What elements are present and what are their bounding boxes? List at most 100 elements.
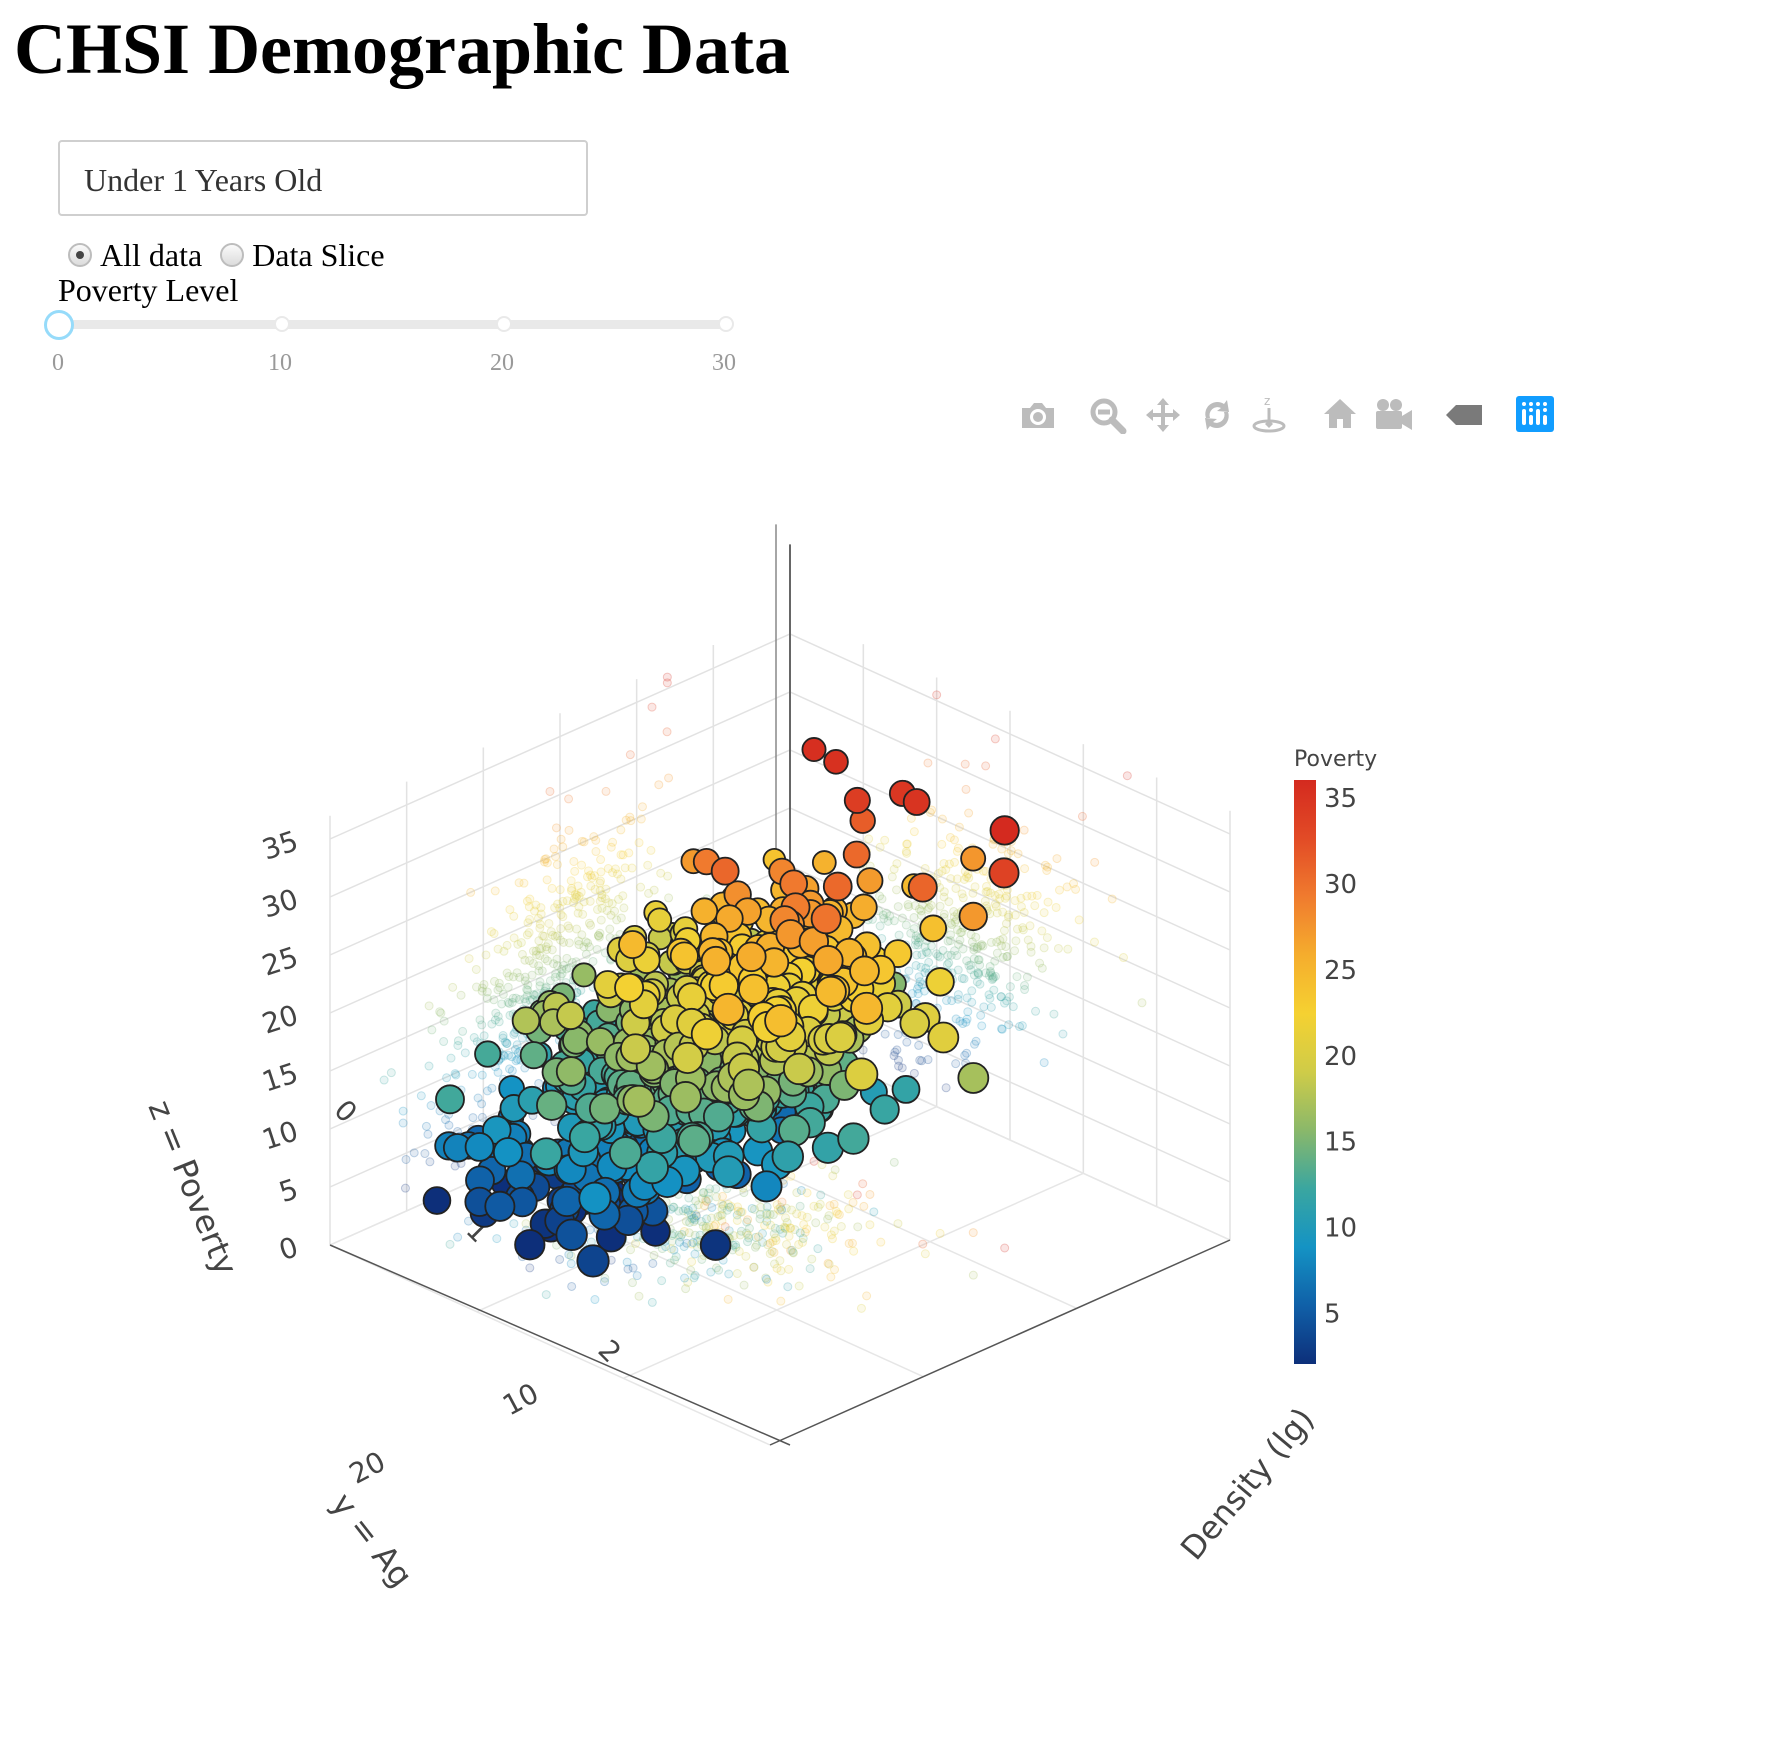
data-point[interactable] xyxy=(771,1140,804,1173)
data-point[interactable] xyxy=(622,1084,656,1118)
slider-step-dot[interactable] xyxy=(274,316,290,332)
data-point[interactable] xyxy=(608,1136,643,1170)
data-point[interactable] xyxy=(842,840,871,869)
data-point[interactable] xyxy=(891,1075,921,1104)
data-point[interactable] xyxy=(635,1150,669,1185)
data-point[interactable] xyxy=(849,893,878,922)
data-point[interactable] xyxy=(927,1021,960,1054)
variable-dropdown[interactable]: Under 1 Years Old xyxy=(58,140,588,216)
data-point[interactable] xyxy=(738,973,770,1005)
plotly-logo-icon[interactable] xyxy=(1516,396,1554,432)
data-point[interactable] xyxy=(690,897,719,926)
data-point[interactable] xyxy=(571,962,597,988)
data-point[interactable] xyxy=(555,1218,588,1251)
data-point[interactable] xyxy=(843,786,871,814)
data-point[interactable] xyxy=(556,1001,586,1031)
data-point[interactable] xyxy=(422,1186,452,1215)
data-point[interactable] xyxy=(699,1229,732,1261)
data-point[interactable] xyxy=(492,1137,524,1168)
zoom-icon[interactable] xyxy=(1088,396,1128,434)
data-point[interactable] xyxy=(618,930,648,960)
data-point[interactable] xyxy=(529,1137,563,1171)
home-icon[interactable] xyxy=(1322,396,1358,432)
radio-all-data[interactable]: All data xyxy=(68,234,212,274)
data-point[interactable] xyxy=(822,871,853,902)
data-point[interactable] xyxy=(555,1056,587,1087)
shadow-point xyxy=(957,889,967,899)
data-point[interactable] xyxy=(700,945,732,977)
data-point[interactable] xyxy=(464,1132,495,1162)
radio-all-data-circle[interactable] xyxy=(68,243,92,268)
hover-tag-icon[interactable] xyxy=(1444,402,1484,428)
data-point[interactable] xyxy=(736,941,767,973)
data-point[interactable] xyxy=(647,907,673,933)
pan-icon[interactable] xyxy=(1144,396,1182,434)
data-point[interactable] xyxy=(782,1052,816,1086)
data-point[interactable] xyxy=(902,788,931,816)
data-point[interactable] xyxy=(669,1081,702,1114)
data-point[interactable] xyxy=(732,1068,765,1101)
data-point[interactable] xyxy=(435,1084,465,1115)
data-point[interactable] xyxy=(619,1033,652,1065)
radio-data-slice-circle[interactable] xyxy=(220,243,245,268)
data-point[interactable] xyxy=(588,1092,621,1125)
slider-step-dot[interactable] xyxy=(718,316,734,332)
data-point[interactable] xyxy=(988,857,1020,889)
data-point[interactable] xyxy=(856,867,884,895)
data-point[interactable] xyxy=(844,1057,879,1092)
data-point[interactable] xyxy=(925,967,955,997)
data-point[interactable] xyxy=(837,1122,870,1155)
data-point[interactable] xyxy=(869,1094,900,1125)
radio-data-slice-label[interactable]: Data Slice xyxy=(252,236,385,273)
data-point[interactable] xyxy=(711,992,745,1027)
data-point[interactable] xyxy=(511,1006,541,1035)
radio-data-slice[interactable]: Data Slice xyxy=(220,234,394,274)
poverty-slider-rail[interactable] xyxy=(58,320,726,329)
camera-icon[interactable] xyxy=(1018,398,1058,432)
data-point[interactable] xyxy=(710,856,740,886)
data-point[interactable] xyxy=(989,815,1020,846)
slider-step-dot[interactable] xyxy=(496,316,512,332)
data-point[interactable] xyxy=(568,1121,601,1154)
data-point[interactable] xyxy=(562,1026,591,1055)
data-point[interactable] xyxy=(536,1089,568,1121)
data-point[interactable] xyxy=(764,1004,798,1038)
data-point[interactable] xyxy=(810,903,842,935)
data-point[interactable] xyxy=(750,1170,783,1203)
data-point[interactable] xyxy=(849,955,880,987)
data-point[interactable] xyxy=(514,1229,546,1261)
data-point[interactable] xyxy=(484,1190,516,1222)
poverty-slider-handle[interactable] xyxy=(44,310,74,340)
data-point[interactable] xyxy=(812,945,844,977)
data-point[interactable] xyxy=(702,1100,735,1133)
data-point[interactable] xyxy=(690,1017,724,1051)
data-point[interactable] xyxy=(824,1021,857,1054)
data-point[interactable] xyxy=(671,1041,704,1075)
data-point[interactable] xyxy=(712,1155,745,1188)
data-point[interactable] xyxy=(551,1185,583,1218)
orbit-rotation-icon[interactable] xyxy=(1198,396,1236,434)
data-point[interactable] xyxy=(850,991,884,1025)
data-point[interactable] xyxy=(801,737,827,763)
shadow-point xyxy=(627,863,637,873)
data-point[interactable] xyxy=(899,1008,931,1039)
data-point[interactable] xyxy=(576,1244,610,1278)
data-point[interactable] xyxy=(958,901,988,932)
data-point[interactable] xyxy=(669,941,699,971)
data-point[interactable] xyxy=(474,1040,502,1068)
turntable-rotation-icon[interactable]: z xyxy=(1250,394,1288,436)
data-point[interactable] xyxy=(823,749,849,775)
data-point[interactable] xyxy=(814,975,847,1008)
data-point[interactable] xyxy=(960,845,987,872)
data-point[interactable] xyxy=(907,872,938,903)
data-point[interactable] xyxy=(519,1041,548,1070)
data-point[interactable] xyxy=(614,972,645,1003)
radio-all-data-label[interactable]: All data xyxy=(100,236,203,273)
camera-video-icon[interactable] xyxy=(1374,398,1414,432)
data-point[interactable] xyxy=(919,914,948,943)
data-point[interactable] xyxy=(578,1181,612,1215)
data-point[interactable] xyxy=(957,1062,990,1094)
data-point[interactable] xyxy=(677,1124,711,1158)
data-point[interactable] xyxy=(811,850,837,875)
